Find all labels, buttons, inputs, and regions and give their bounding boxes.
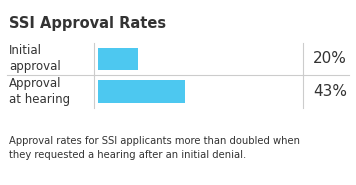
Text: 43%: 43%	[313, 84, 347, 99]
Text: 20%: 20%	[313, 51, 347, 66]
Text: Approval
at hearing: Approval at hearing	[9, 77, 70, 106]
Text: Initial
approval: Initial approval	[9, 44, 61, 73]
Bar	[98, 80, 185, 103]
Bar	[98, 48, 138, 70]
Text: SSI Approval Rates: SSI Approval Rates	[9, 16, 166, 31]
Text: Approval rates for SSI applicants more than doubled when
they requested a hearin: Approval rates for SSI applicants more t…	[9, 136, 300, 159]
